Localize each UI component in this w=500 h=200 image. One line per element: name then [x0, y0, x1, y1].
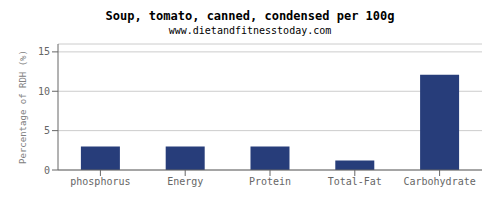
- html-text:Soup, tomato, canned, condense: Soup, tomato, canned, condensed per 100g: [105, 9, 395, 23]
- svg-text:Protein: Protein: [249, 176, 291, 187]
- svg-text:Percentage of RDH (%): Percentage of RDH (%): [18, 50, 28, 164]
- svg-text:Carbohydrate: Carbohydrate: [403, 176, 475, 187]
- svg-text:Total-Fat: Total-Fat: [328, 176, 382, 187]
- svg-text:15: 15: [38, 46, 50, 57]
- svg-text:Energy: Energy: [167, 176, 203, 187]
- svg-text:phosphorus: phosphorus: [70, 176, 130, 187]
- html-text:www.dietandfitnesstoday.com: www.dietandfitnesstoday.com: [168, 25, 332, 36]
- svg-text:0: 0: [44, 165, 50, 176]
- svg-text:5: 5: [44, 125, 50, 136]
- svg-text:10: 10: [38, 86, 50, 97]
